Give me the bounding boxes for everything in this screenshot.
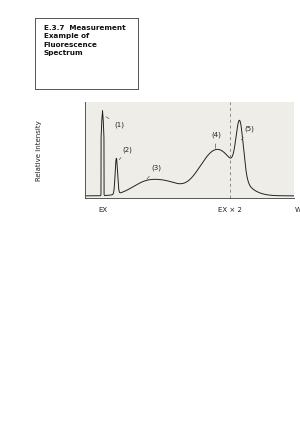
Text: (3): (3) [147, 165, 161, 179]
Text: EX × 2: EX × 2 [218, 207, 242, 213]
Text: (5): (5) [241, 126, 254, 140]
Text: E.3.7  Measurement
Example of
Fluorescence
Spectrum: E.3.7 Measurement Example of Fluorescenc… [44, 25, 125, 57]
Text: (1): (1) [106, 117, 124, 128]
Text: (4): (4) [211, 132, 221, 148]
Text: EX: EX [98, 207, 107, 213]
Text: Wavelength: Wavelength [295, 207, 300, 213]
Text: (2): (2) [119, 146, 133, 160]
Text: Relative Intensity: Relative Intensity [36, 121, 42, 181]
